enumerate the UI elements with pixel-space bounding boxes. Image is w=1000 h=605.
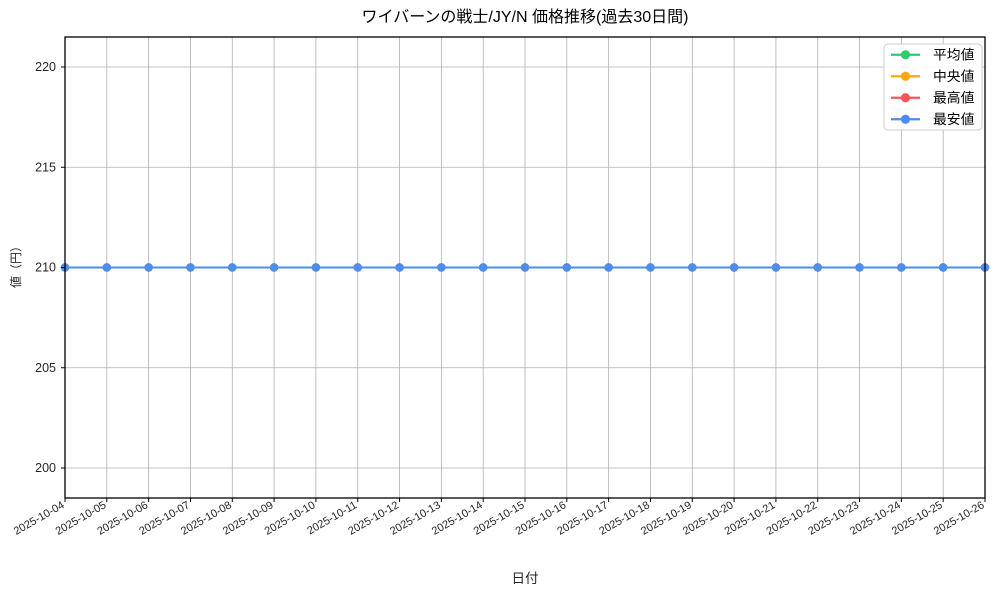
svg-text:値（円）: 値（円） <box>8 240 23 288</box>
svg-text:中央値: 中央値 <box>933 69 975 84</box>
svg-text:最高値: 最高値 <box>933 89 975 105</box>
svg-text:日付: 日付 <box>512 571 539 586</box>
svg-text:最安値: 最安値 <box>933 112 975 127</box>
svg-text:210: 210 <box>35 261 56 275</box>
svg-text:平均値: 平均値 <box>933 47 975 62</box>
svg-text:200: 200 <box>35 461 56 475</box>
svg-text:220: 220 <box>35 60 56 74</box>
svg-text:ワイバーンの戦士/JY/N 価格推移(過去30日間): ワイバーンの戦士/JY/N 価格推移(過去30日間) <box>362 8 689 26</box>
svg-text:215: 215 <box>35 160 56 174</box>
svg-text:205: 205 <box>35 361 56 375</box>
